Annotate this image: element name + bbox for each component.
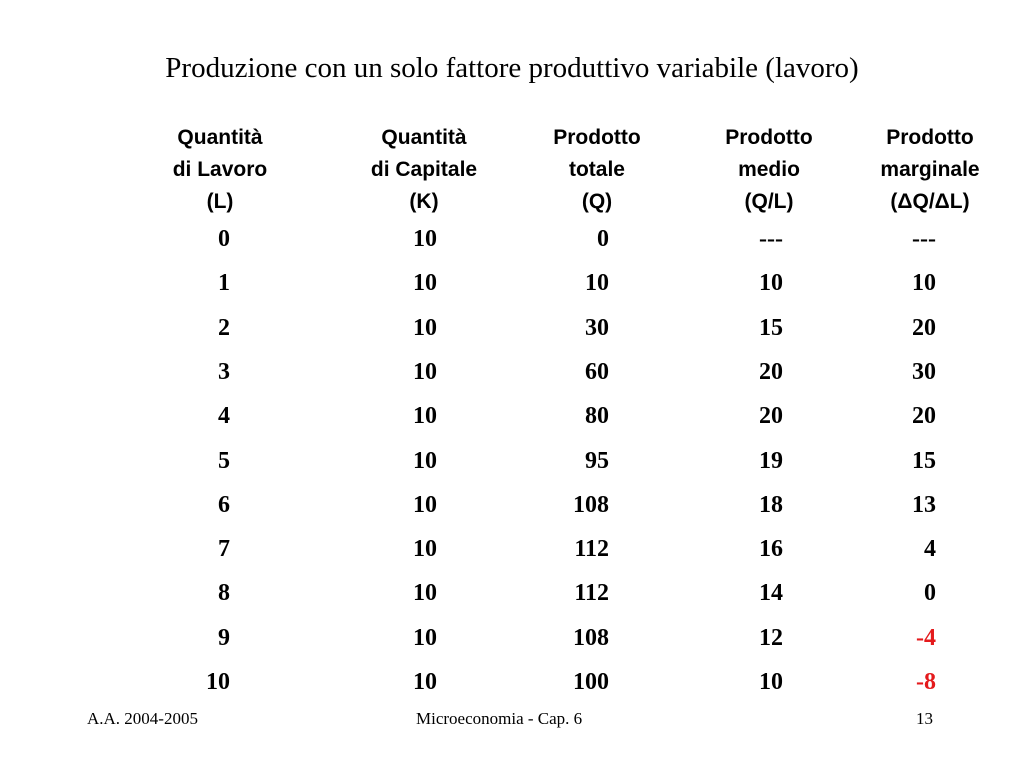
column-header-line: Prodotto xyxy=(553,126,641,149)
cell-marginal-product: 20 xyxy=(912,314,936,341)
column-header-line: totale xyxy=(568,158,625,181)
cell-average-product: 10 xyxy=(759,669,783,695)
cell-marginal-product: 10 xyxy=(912,270,936,297)
cell-total-product: 108 xyxy=(573,624,609,651)
column-header-line: Prodotto xyxy=(725,126,813,149)
cell-labor: 4 xyxy=(218,403,230,430)
cell-average-product: 12 xyxy=(759,624,783,651)
column-header-line: di Lavoro xyxy=(172,158,268,181)
cell-labor: 8 xyxy=(218,580,230,607)
column-header-line: (Q/L) xyxy=(744,190,794,213)
cell-capital: 10 xyxy=(413,491,437,518)
cell-total-product: 95 xyxy=(585,447,609,474)
cell-capital: 10 xyxy=(413,536,437,563)
footer-academic-year: A.A. 2004-2005 xyxy=(87,709,198,728)
cell-average-product: 15 xyxy=(759,314,783,341)
cell-average-product: --- xyxy=(759,226,783,252)
table-row: 5 10 95 19 15 xyxy=(0,447,1024,491)
cell-capital: 10 xyxy=(413,314,437,341)
cell-capital: 10 xyxy=(413,270,437,297)
cell-labor: 2 xyxy=(218,314,230,341)
footer-course: Microeconomia - Cap. 6 xyxy=(416,709,583,728)
column-header-line: di Capitale xyxy=(370,158,478,181)
cell-total-product: 10 xyxy=(585,270,609,297)
cell-labor: 1 xyxy=(218,270,230,297)
column-header-line: (ΔQ/ΔL) xyxy=(890,190,970,213)
column-header-line: marginale xyxy=(880,158,980,181)
cell-labor: 7 xyxy=(218,536,230,563)
table-row: 6 10 108 18 13 xyxy=(0,491,1024,535)
table-row: 10 10 100 10 -8 xyxy=(0,668,1024,712)
cell-total-product: 60 xyxy=(585,358,609,385)
column-header-line: (L) xyxy=(206,190,234,213)
column-header-capital: Quantità di Capitale (K) xyxy=(324,122,524,218)
column-header-total-product: Prodotto totale (Q) xyxy=(497,122,697,218)
cell-marginal-product: 30 xyxy=(912,358,936,385)
cell-average-product: 18 xyxy=(759,491,783,518)
column-header-line: Prodotto xyxy=(886,126,974,149)
column-header-average-product: Prodotto medio (Q/L) xyxy=(669,122,869,218)
column-header-marginal-product: Prodotto marginale (ΔQ/ΔL) xyxy=(830,122,1024,218)
cell-total-product: 30 xyxy=(585,314,609,341)
cell-labor: 6 xyxy=(218,491,230,518)
table-row: 9 10 108 12 -4 xyxy=(0,624,1024,668)
cell-total-product: 0 xyxy=(597,226,609,252)
column-header-labor: Quantità di Lavoro (L) xyxy=(120,122,320,218)
cell-total-product: 112 xyxy=(574,536,609,563)
column-header-line: (Q) xyxy=(581,190,613,213)
table-row: 2 10 30 15 20 xyxy=(0,314,1024,358)
cell-capital: 10 xyxy=(413,624,437,651)
column-header-line: medio xyxy=(738,158,800,181)
cell-average-product: 20 xyxy=(759,403,783,430)
cell-capital: 10 xyxy=(413,226,437,252)
cell-total-product: 80 xyxy=(585,403,609,430)
cell-marginal-product: 15 xyxy=(912,447,936,474)
cell-capital: 10 xyxy=(413,358,437,385)
cell-labor: 9 xyxy=(218,624,230,651)
cell-marginal-product: 20 xyxy=(912,403,936,430)
cell-marginal-product: 0 xyxy=(924,580,936,607)
cell-average-product: 20 xyxy=(759,358,783,385)
cell-average-product: 19 xyxy=(759,447,783,474)
cell-average-product: 10 xyxy=(759,270,783,297)
cell-capital: 10 xyxy=(413,669,437,695)
cell-capital: 10 xyxy=(413,447,437,474)
column-header-line: Quantità xyxy=(177,126,263,149)
cell-marginal-product: -8 xyxy=(916,669,936,695)
cell-average-product: 14 xyxy=(759,580,783,607)
table-row: 8 10 112 14 0 xyxy=(0,579,1024,623)
table-row: 0 10 0 --- --- xyxy=(0,225,1024,269)
cell-labor: 3 xyxy=(218,358,230,385)
cell-capital: 10 xyxy=(413,403,437,430)
slide-title: Produzione con un solo fattore produttiv… xyxy=(165,52,859,84)
column-header-line: Quantità xyxy=(381,126,467,149)
cell-labor: 5 xyxy=(218,447,230,474)
table-row: 4 10 80 20 20 xyxy=(0,402,1024,446)
footer-page-number: 13 xyxy=(916,709,933,728)
cell-total-product: 108 xyxy=(573,491,609,518)
cell-total-product: 100 xyxy=(573,669,609,695)
cell-average-product: 16 xyxy=(759,536,783,563)
cell-labor: 0 xyxy=(218,226,230,252)
table-row: 1 10 10 10 10 xyxy=(0,269,1024,313)
cell-marginal-product: -4 xyxy=(916,624,936,651)
cell-total-product: 112 xyxy=(574,580,609,607)
cell-labor: 10 xyxy=(206,669,230,695)
cell-marginal-product: 13 xyxy=(912,491,936,518)
cell-capital: 10 xyxy=(413,580,437,607)
table-row: 3 10 60 20 30 xyxy=(0,358,1024,402)
table-row: 7 10 112 16 4 xyxy=(0,535,1024,579)
cell-marginal-product: --- xyxy=(912,226,936,252)
cell-marginal-product: 4 xyxy=(924,536,936,563)
column-header-line: (K) xyxy=(409,190,439,213)
